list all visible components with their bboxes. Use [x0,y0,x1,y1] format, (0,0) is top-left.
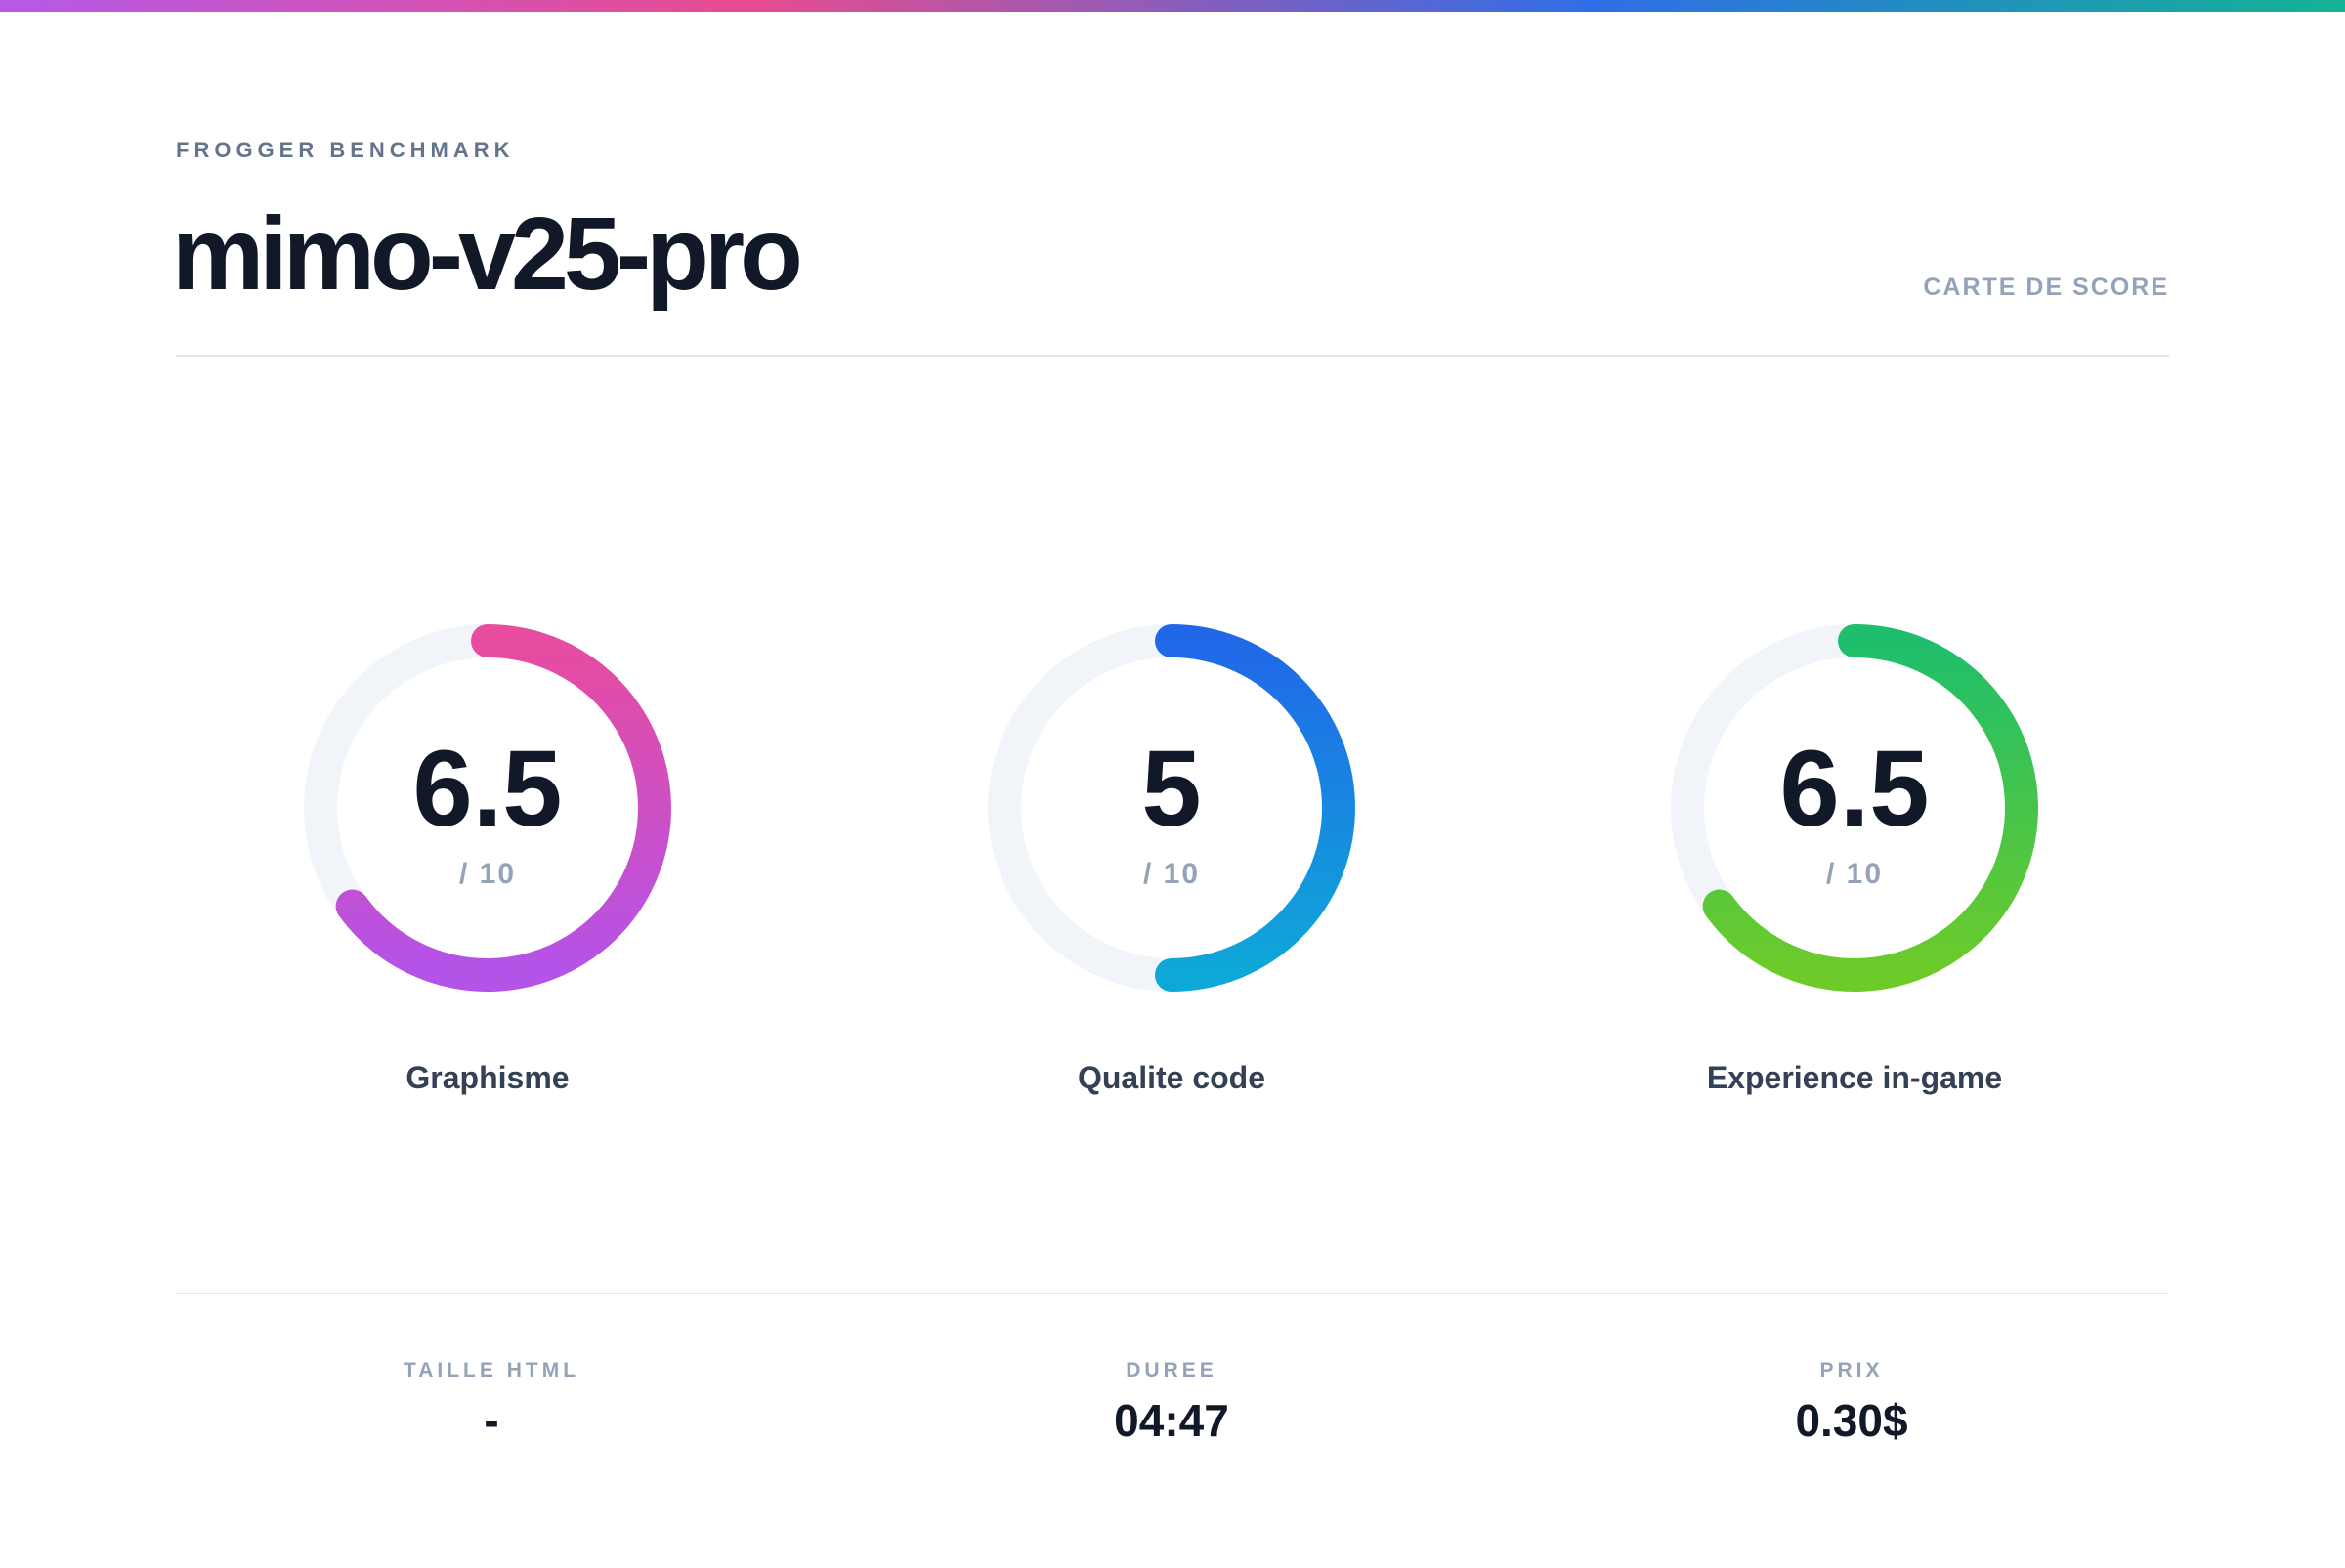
score-value: 6.5 [413,729,563,849]
gauge-arc [1155,624,1355,992]
stat-value: 0.30$ [1795,1395,1907,1446]
gauge-arc [335,624,671,992]
stat-label: PRIX [1819,1359,1883,1381]
accent-bar [0,0,2345,12]
score-max: / 10 [1143,858,1200,890]
stat-value: - [484,1395,498,1446]
score-max: / 10 [1826,858,1883,890]
card-tag: CARTE DE SCORE [1923,274,2169,301]
score-value: 6.5 [1780,729,1930,849]
model-title: mimo-v25-pro [172,196,799,312]
stat-value: 04:47 [1114,1395,1229,1446]
score-max: / 10 [459,858,516,890]
eyebrow: FROGGER BENCHMARK [176,138,515,162]
score-label: Experience in-game [1707,1060,2002,1095]
score-value: 5 [1141,729,1201,849]
stat-label: TAILLE HTML [404,1359,579,1381]
stat-label: DUREE [1126,1359,1217,1381]
score-label: Qualite code [1078,1060,1265,1095]
score-label: Graphisme [405,1060,569,1095]
gauge-arc [1702,624,2038,992]
